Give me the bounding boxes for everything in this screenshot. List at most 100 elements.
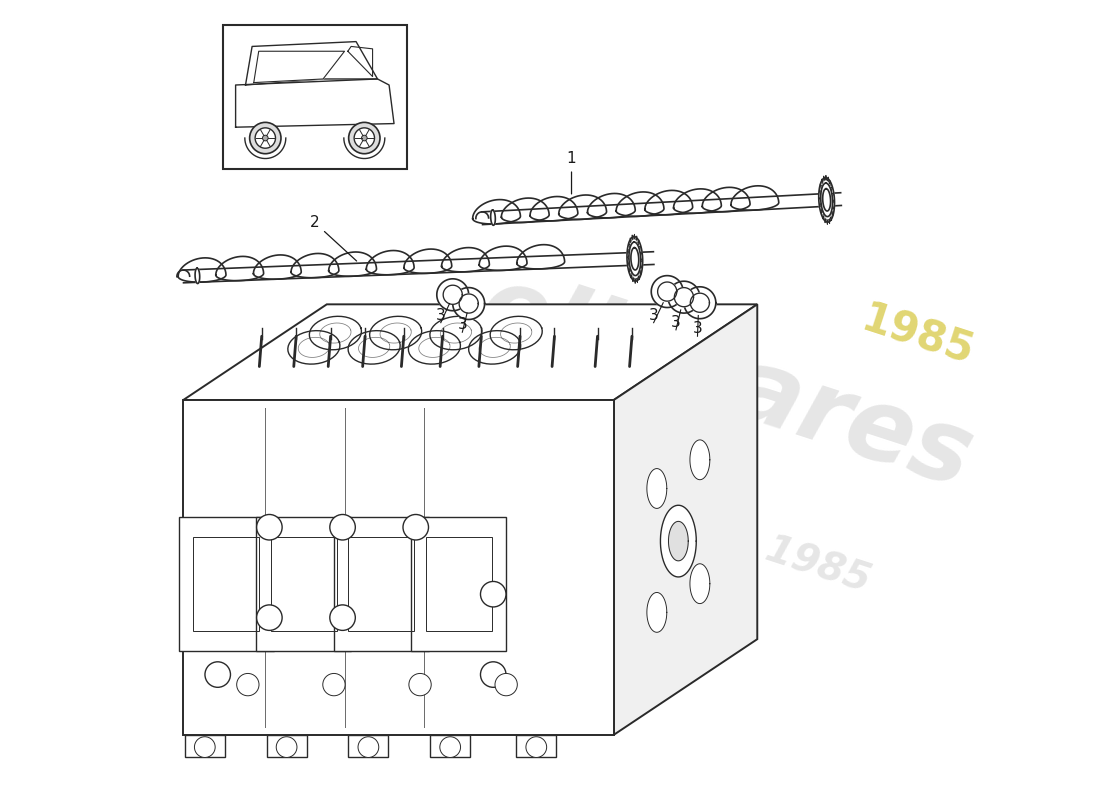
Polygon shape [702, 187, 750, 212]
Circle shape [440, 737, 461, 758]
Circle shape [276, 737, 297, 758]
Polygon shape [366, 250, 414, 275]
Polygon shape [235, 79, 394, 127]
Text: 3: 3 [693, 322, 703, 336]
Polygon shape [818, 178, 835, 222]
Polygon shape [517, 245, 564, 269]
Polygon shape [216, 256, 264, 281]
Text: 2: 2 [310, 215, 356, 261]
Polygon shape [690, 440, 710, 480]
Polygon shape [179, 517, 274, 651]
Polygon shape [430, 316, 482, 350]
Text: 3: 3 [458, 318, 468, 332]
Circle shape [481, 662, 506, 687]
Circle shape [236, 674, 258, 696]
Polygon shape [292, 254, 339, 278]
Circle shape [250, 122, 280, 154]
Circle shape [256, 605, 282, 630]
Polygon shape [469, 330, 520, 364]
Text: 1985: 1985 [855, 298, 978, 374]
Circle shape [358, 737, 378, 758]
Polygon shape [491, 316, 542, 350]
Circle shape [403, 514, 429, 540]
Polygon shape [256, 517, 351, 651]
Text: a parts since 1985: a parts since 1985 [480, 439, 876, 600]
Polygon shape [645, 190, 693, 214]
Circle shape [495, 674, 517, 696]
Circle shape [205, 662, 231, 687]
Circle shape [354, 128, 374, 148]
Polygon shape [459, 294, 478, 313]
Polygon shape [178, 258, 226, 282]
Polygon shape [559, 195, 606, 219]
Polygon shape [616, 192, 664, 216]
Polygon shape [441, 247, 490, 272]
Polygon shape [453, 287, 485, 319]
Polygon shape [660, 506, 696, 577]
Text: 3: 3 [649, 308, 659, 322]
Polygon shape [430, 735, 470, 757]
Polygon shape [673, 189, 722, 214]
Polygon shape [443, 286, 462, 304]
Polygon shape [254, 51, 344, 82]
Circle shape [330, 605, 355, 630]
Polygon shape [245, 42, 377, 85]
Polygon shape [185, 735, 224, 757]
Polygon shape [288, 330, 340, 364]
Polygon shape [668, 282, 700, 313]
Polygon shape [329, 252, 376, 276]
Polygon shape [627, 237, 642, 281]
Polygon shape [309, 316, 362, 350]
Polygon shape [266, 735, 307, 757]
Polygon shape [491, 210, 495, 226]
Circle shape [362, 135, 367, 141]
Circle shape [349, 122, 379, 154]
Circle shape [322, 674, 345, 696]
Text: elispares: elispares [468, 259, 983, 510]
Circle shape [195, 737, 216, 758]
Circle shape [409, 674, 431, 696]
Polygon shape [530, 197, 578, 221]
Polygon shape [516, 735, 557, 757]
Polygon shape [651, 276, 683, 307]
Polygon shape [480, 246, 527, 270]
Polygon shape [253, 255, 301, 279]
Polygon shape [370, 316, 421, 350]
Polygon shape [669, 522, 689, 561]
Polygon shape [674, 287, 693, 306]
Polygon shape [184, 400, 614, 735]
Polygon shape [349, 735, 388, 757]
Polygon shape [184, 304, 757, 400]
Text: 3: 3 [671, 315, 681, 330]
Polygon shape [195, 268, 200, 283]
Polygon shape [823, 189, 830, 211]
Circle shape [526, 737, 547, 758]
Polygon shape [502, 198, 549, 222]
Text: 3: 3 [436, 308, 446, 322]
Circle shape [481, 582, 506, 607]
Polygon shape [411, 517, 506, 651]
Polygon shape [629, 242, 640, 275]
Polygon shape [690, 564, 710, 604]
Polygon shape [647, 469, 667, 509]
Polygon shape [684, 286, 716, 318]
Polygon shape [732, 186, 779, 210]
Polygon shape [647, 593, 667, 632]
Polygon shape [658, 282, 676, 301]
Polygon shape [334, 517, 429, 651]
Polygon shape [821, 183, 833, 217]
Polygon shape [614, 304, 757, 735]
Polygon shape [437, 279, 469, 310]
Polygon shape [473, 199, 520, 224]
Polygon shape [408, 330, 461, 364]
Circle shape [256, 514, 282, 540]
Circle shape [330, 514, 355, 540]
Circle shape [255, 128, 275, 148]
Polygon shape [587, 194, 636, 218]
Polygon shape [348, 330, 400, 364]
Polygon shape [631, 248, 639, 270]
Text: 1: 1 [566, 151, 576, 194]
Circle shape [263, 135, 268, 141]
Polygon shape [404, 249, 452, 274]
Polygon shape [691, 293, 710, 312]
